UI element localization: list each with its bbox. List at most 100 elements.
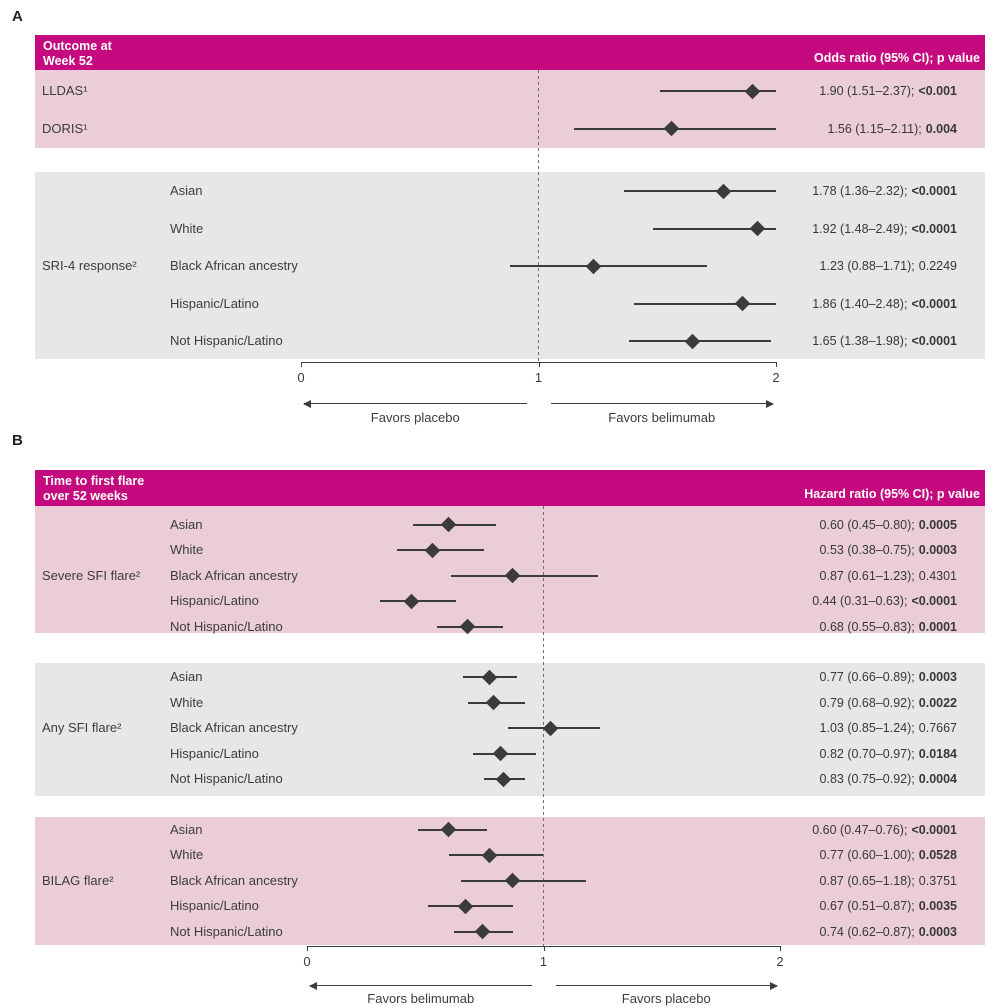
panel-label: A (12, 8, 23, 25)
row-label: Not Hispanic/Latino (170, 618, 283, 634)
ci-text: 0.83 (0.75–0.92); (819, 772, 915, 786)
effect-value: 0.53 (0.38–0.75); 0.0003 (820, 542, 957, 558)
p-value: 0.0528 (918, 848, 957, 862)
x-axis-tick (307, 946, 308, 951)
group-background (35, 663, 985, 796)
ci-text: 1.90 (1.51–2.37); (819, 84, 915, 98)
left-arrowhead-icon (309, 981, 317, 990)
ci-line (451, 574, 598, 577)
p-value: 0.0022 (918, 695, 957, 710)
effect-value: 0.74 (0.62–0.87); 0.0003 (820, 924, 957, 940)
row-label: White (170, 847, 204, 862)
left-arrow-line (304, 403, 527, 404)
ci-text: 0.44 (0.31–0.63); (812, 594, 908, 608)
group-label: BILAG flare² (42, 872, 114, 888)
x-axis-tick (543, 946, 545, 951)
x-axis-tick-label: 1 (534, 370, 543, 385)
effect-value: 0.77 (0.66–0.89); 0.0003 (820, 669, 957, 685)
effect-value: 1.03 (0.85–1.24); 0.7667 (820, 720, 957, 736)
ci-text: 0.53 (0.38–0.75); (819, 543, 915, 557)
p-value: 0.0003 (918, 543, 957, 557)
row-label: DORIS¹ (42, 120, 88, 136)
ci-line (652, 227, 776, 230)
x-axis-tick (780, 946, 781, 951)
p-value: <0.0001 (911, 822, 957, 837)
ci-line (460, 879, 587, 882)
panel-header-bar (35, 35, 985, 70)
row-label: Hispanic/Latino (170, 898, 259, 913)
p-value: 0.004 (925, 121, 957, 136)
right-arrowhead-icon (770, 981, 778, 990)
ci-text: 1.78 (1.36–2.32); (812, 184, 908, 198)
row-label: Black African ancestry (170, 720, 298, 735)
ci-text: 0.82 (0.70–0.97); (819, 746, 915, 761)
x-axis-tick (776, 362, 777, 367)
x-axis-tick-label: 0 (303, 954, 311, 969)
effect-column-header: Hazard ratio (95% CI); p value (804, 487, 980, 501)
p-value: 0.7667 (918, 721, 957, 735)
favors-left-label: Favors belimumab (367, 991, 475, 1006)
left-arrowhead-icon (303, 399, 311, 408)
row-label: Not Hispanic/Latino (170, 923, 283, 939)
p-value: 0.0184 (918, 746, 957, 761)
effect-value: 0.44 (0.31–0.63); <0.0001 (812, 593, 957, 609)
p-value: 0.2249 (918, 259, 957, 273)
ci-text: 1.65 (1.38–1.98); (812, 334, 908, 348)
panel-label: B (12, 432, 23, 449)
row-label: Asian (170, 669, 203, 684)
ci-text: 0.77 (0.60–1.00); (819, 848, 915, 862)
effect-value: 0.77 (0.60–1.00); 0.0528 (820, 847, 957, 863)
row-label: Not Hispanic/Latino (170, 771, 283, 786)
p-value: <0.0001 (911, 594, 957, 608)
effect-column-header: Odds ratio (95% CI); p value (813, 51, 980, 65)
right-arrow-line (555, 985, 777, 986)
p-value: 0.0005 (918, 517, 957, 532)
p-value: 0.0004 (918, 772, 957, 786)
p-value: 0.0035 (918, 899, 957, 913)
row-label: Black African ancestry (170, 258, 298, 273)
right-arrowhead-icon (766, 399, 774, 408)
favors-right-label: Favors belimumab (608, 410, 716, 425)
panel-header-title: Outcome at Week 52 (43, 39, 112, 68)
p-value: 0.0003 (918, 924, 957, 939)
x-axis-tick (301, 362, 302, 367)
effect-value: 1.86 (1.40–2.48); <0.0001 (812, 296, 957, 312)
effect-value: 1.65 (1.38–1.98); <0.0001 (812, 333, 957, 349)
ci-text: 0.87 (0.61–1.23); (819, 568, 915, 583)
effect-value: 0.67 (0.51–0.87); 0.0035 (820, 898, 957, 914)
ci-text: 0.68 (0.55–0.83); (819, 619, 915, 634)
effect-value: 1.90 (1.51–2.37); <0.001 (819, 83, 957, 99)
p-value: <0.0001 (911, 296, 957, 311)
effect-value: 0.79 (0.68–0.92); 0.0022 (820, 695, 957, 711)
p-value: 0.0001 (918, 619, 957, 634)
effect-value: 0.83 (0.75–0.92); 0.0004 (820, 771, 957, 787)
row-label: Not Hispanic/Latino (170, 333, 283, 348)
row-label: Black African ancestry (170, 567, 298, 583)
effect-value: 1.23 (0.88–1.71); 0.2249 (820, 258, 957, 274)
ci-line (396, 549, 485, 551)
row-label: Black African ancestry (170, 872, 298, 888)
panel-header-bar (35, 470, 985, 506)
x-axis-tick-label: 2 (772, 370, 780, 385)
ci-text: 1.03 (0.85–1.24); (819, 721, 915, 735)
effect-value: 0.60 (0.47–0.76); <0.0001 (812, 822, 957, 838)
p-value: <0.0001 (911, 334, 957, 348)
p-value: <0.0001 (911, 184, 957, 198)
row-label: Hispanic/Latino (170, 745, 259, 761)
left-arrow-line (310, 985, 532, 986)
x-axis-tick (538, 362, 540, 367)
ci-text: 0.79 (0.68–0.92); (819, 695, 915, 710)
p-value: 0.3751 (918, 873, 957, 888)
row-label: White (170, 542, 204, 557)
effect-value: 0.68 (0.55–0.83); 0.0001 (820, 619, 957, 635)
favors-right-label: Favors placebo (621, 991, 711, 1006)
group-background (35, 70, 985, 148)
ci-text: 1.23 (0.88–1.71); (819, 259, 915, 273)
effect-value: 0.87 (0.61–1.23); 0.4301 (820, 568, 957, 584)
right-arrow-line (550, 403, 773, 404)
row-label: White (170, 220, 204, 236)
row-label: LLDAS¹ (42, 83, 88, 98)
ci-text: 1.56 (1.15–2.11); (827, 121, 922, 136)
ci-line (624, 190, 776, 192)
ci-text: 0.87 (0.65–1.18); (819, 873, 915, 888)
